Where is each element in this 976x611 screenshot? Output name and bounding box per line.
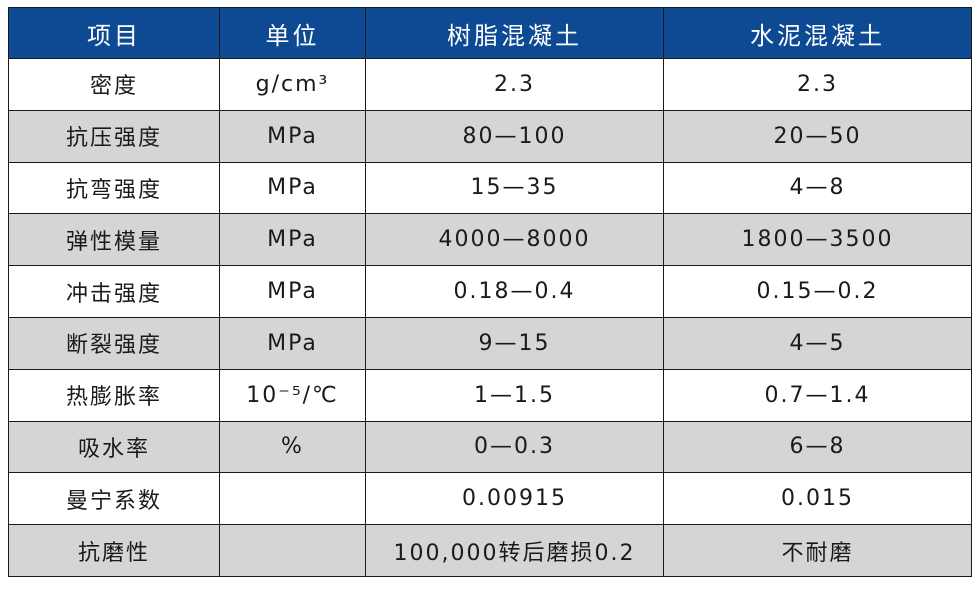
cement-value-cell: 2.3 <box>663 58 972 111</box>
material-properties-table: 项目 单位 树脂混凝土 水泥混凝土 密度 g/cm³ 2.3 2.3 抗压强度 … <box>8 7 972 577</box>
cement-value-cell: 0.7—1.4 <box>663 368 972 422</box>
header-resin-concrete: 树脂混凝土 <box>365 7 664 59</box>
header-row: 项目 单位 树脂混凝土 水泥混凝土 <box>8 7 972 59</box>
unit-cell: MPa <box>219 161 366 215</box>
table-row: 冲击强度 MPa 0.18—0.4 0.15—0.2 <box>8 265 972 318</box>
property-cell: 吸水率 <box>8 420 220 474</box>
unit-cell: % <box>219 420 366 474</box>
resin-value-cell: 4000—8000 <box>365 213 664 267</box>
cement-value-cell: 1800—3500 <box>663 213 972 267</box>
unit-cell <box>219 524 366 577</box>
property-cell: 抗磨性 <box>8 524 220 577</box>
resin-value-cell: 0.18—0.4 <box>365 265 664 318</box>
comparison-table-container: 项目 单位 树脂混凝土 水泥混凝土 密度 g/cm³ 2.3 2.3 抗压强度 … <box>8 7 972 577</box>
property-cell: 曼宁系数 <box>8 472 220 526</box>
resin-value-cell: 15—35 <box>365 161 664 215</box>
table-row: 抗压强度 MPa 80—100 20—50 <box>8 109 972 163</box>
cement-value-cell: 不耐磨 <box>663 524 972 577</box>
unit-cell: MPa <box>219 109 366 163</box>
property-cell: 密度 <box>8 58 220 111</box>
property-cell: 冲击强度 <box>8 265 220 318</box>
table-row: 曼宁系数 0.00915 0.015 <box>8 472 972 526</box>
cement-value-cell: 20—50 <box>663 109 972 163</box>
unit-cell: MPa <box>219 265 366 318</box>
table-row: 抗磨性 100,000转后磨损0.2 不耐磨 <box>8 524 972 577</box>
table-row: 抗弯强度 MPa 15—35 4—8 <box>8 161 972 215</box>
table-body: 密度 g/cm³ 2.3 2.3 抗压强度 MPa 80—100 20—50 抗… <box>8 58 972 577</box>
header-item: 项目 <box>8 7 220 59</box>
header-cement-concrete: 水泥混凝土 <box>663 7 972 59</box>
resin-value-cell: 9—15 <box>365 316 664 370</box>
table-row: 吸水率 % 0—0.3 6—8 <box>8 420 972 474</box>
property-cell: 弹性模量 <box>8 213 220 267</box>
table-row: 热膨胀率 10⁻⁵/℃ 1—1.5 0.7—1.4 <box>8 368 972 422</box>
unit-cell: g/cm³ <box>219 58 366 111</box>
unit-cell: 10⁻⁵/℃ <box>219 368 366 422</box>
property-cell: 断裂强度 <box>8 316 220 370</box>
cement-value-cell: 0.15—0.2 <box>663 265 972 318</box>
property-cell: 抗弯强度 <box>8 161 220 215</box>
cement-value-cell: 4—8 <box>663 161 972 215</box>
resin-value-cell: 1—1.5 <box>365 368 664 422</box>
unit-cell: MPa <box>219 213 366 267</box>
property-cell: 热膨胀率 <box>8 368 220 422</box>
cement-value-cell: 6—8 <box>663 420 972 474</box>
table-row: 断裂强度 MPa 9—15 4—5 <box>8 316 972 370</box>
cement-value-cell: 0.015 <box>663 472 972 526</box>
header-unit: 单位 <box>219 7 366 59</box>
table-header: 项目 单位 树脂混凝土 水泥混凝土 <box>8 7 972 59</box>
resin-value-cell: 0.00915 <box>365 472 664 526</box>
unit-cell <box>219 472 366 526</box>
property-cell: 抗压强度 <box>8 109 220 163</box>
table-row: 密度 g/cm³ 2.3 2.3 <box>8 58 972 111</box>
unit-cell: MPa <box>219 316 366 370</box>
resin-value-cell: 2.3 <box>365 58 664 111</box>
cement-value-cell: 4—5 <box>663 316 972 370</box>
resin-value-cell: 0—0.3 <box>365 420 664 474</box>
table-row: 弹性模量 MPa 4000—8000 1800—3500 <box>8 213 972 267</box>
resin-value-cell: 100,000转后磨损0.2 <box>365 524 664 577</box>
resin-value-cell: 80—100 <box>365 109 664 163</box>
